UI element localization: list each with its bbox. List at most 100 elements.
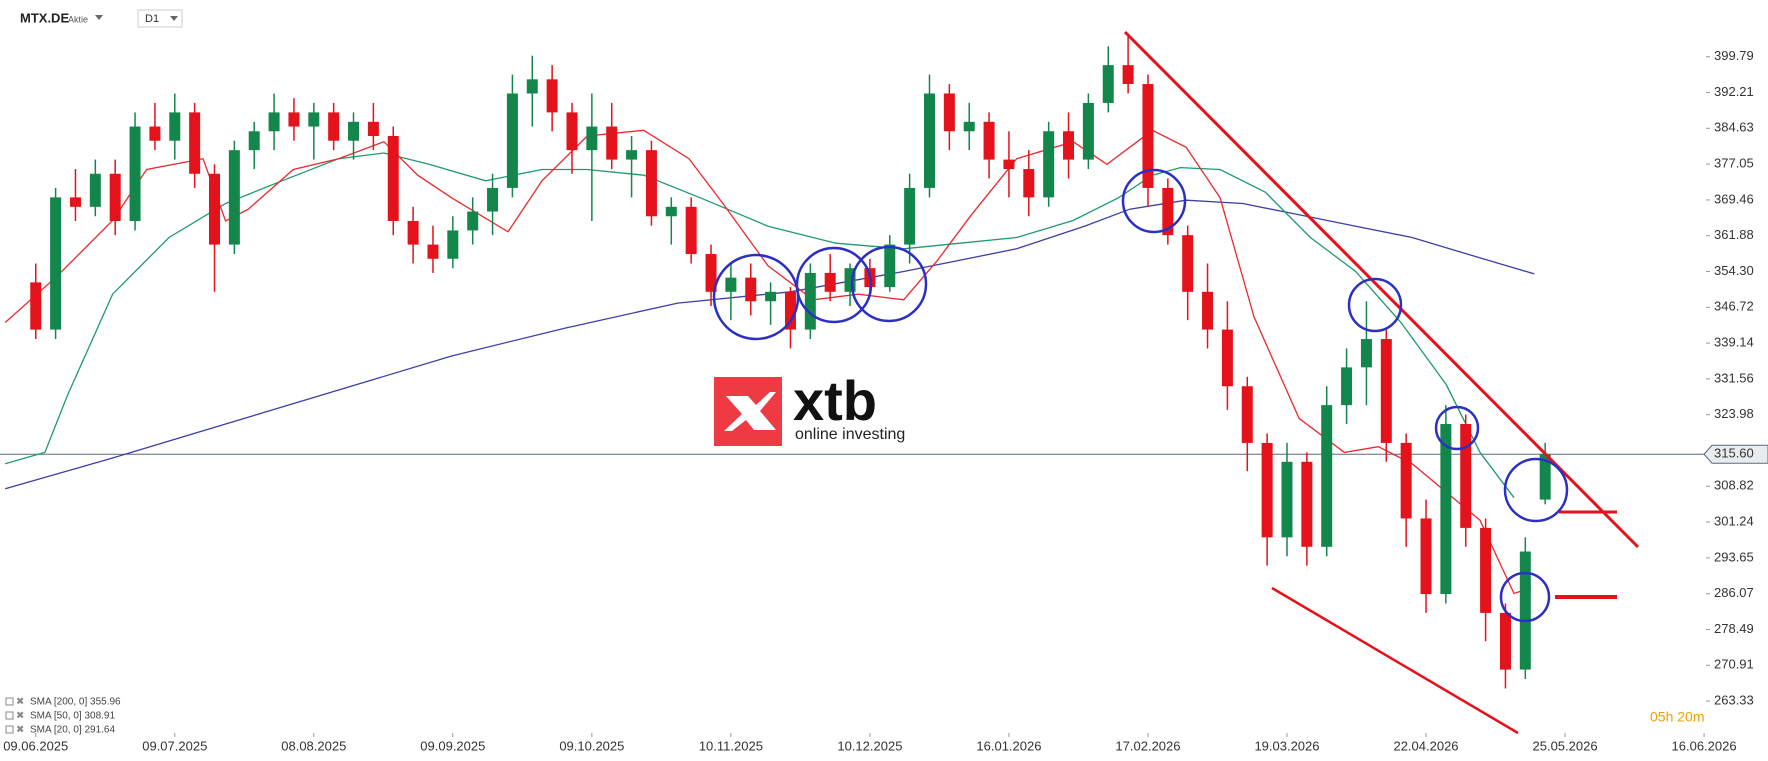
drawings bbox=[712, 30, 1640, 735]
candle-body bbox=[50, 197, 62, 330]
trend-line bbox=[1271, 586, 1519, 735]
y-tick-label: 323.98 bbox=[1714, 406, 1754, 421]
candle-body bbox=[1420, 518, 1432, 595]
candle-body bbox=[1063, 131, 1075, 160]
candle-body bbox=[506, 93, 518, 188]
legend-label: SMA [50, 0] 308.91 bbox=[30, 711, 115, 722]
x-tick-label: 22.04.2026 bbox=[1393, 738, 1458, 753]
candle-body bbox=[69, 197, 81, 207]
candle-body bbox=[149, 126, 161, 141]
candle-body bbox=[645, 150, 657, 217]
x-tick-label: 09.09.2025 bbox=[420, 738, 485, 753]
timeframe-select[interactable] bbox=[137, 9, 183, 28]
candle-body bbox=[447, 230, 459, 259]
candle-body bbox=[1480, 527, 1492, 613]
candle-body bbox=[725, 277, 737, 292]
candle-body bbox=[1162, 187, 1174, 236]
candle-body bbox=[268, 112, 280, 132]
y-tick-label: 286.07 bbox=[1714, 585, 1754, 600]
y-tick-label: 270.91 bbox=[1714, 657, 1754, 672]
symbol-dropdown[interactable] bbox=[95, 15, 103, 20]
candle-body bbox=[586, 126, 598, 151]
candle-body bbox=[387, 135, 399, 221]
candle-body bbox=[228, 150, 240, 245]
candle-body bbox=[467, 211, 479, 231]
candle-body bbox=[1460, 424, 1472, 528]
candle-body bbox=[665, 206, 677, 217]
highlight-circle bbox=[850, 245, 928, 323]
candle-body bbox=[546, 79, 558, 113]
y-tick-label: 293.65 bbox=[1714, 549, 1754, 564]
candle-body bbox=[784, 291, 796, 330]
candle-body bbox=[765, 291, 777, 302]
candle-body bbox=[407, 220, 419, 245]
candle-body bbox=[923, 93, 935, 188]
x-tick-label: 16.06.2026 bbox=[1672, 738, 1737, 753]
candle-body bbox=[1400, 442, 1412, 519]
candle-body bbox=[169, 112, 181, 141]
candle-body bbox=[348, 121, 360, 141]
y-tick-label: 263.33 bbox=[1714, 692, 1754, 707]
x-tick-label: 16.01.2026 bbox=[976, 738, 1041, 753]
y-tick-label: 369.46 bbox=[1714, 191, 1754, 206]
y-tick-label: 301.24 bbox=[1714, 513, 1754, 528]
candle-body bbox=[208, 173, 220, 245]
candle-body bbox=[943, 93, 955, 132]
symbol: MTX.DE bbox=[20, 10, 69, 25]
y-tick-label: 392.21 bbox=[1714, 84, 1754, 99]
instrument-type: Aktie bbox=[68, 14, 88, 24]
trend-line bbox=[1123, 30, 1640, 549]
logo-mark bbox=[724, 392, 776, 431]
candle-body bbox=[983, 121, 995, 160]
legend-label: SMA [200, 0] 355.96 bbox=[30, 697, 121, 708]
candle-body bbox=[1341, 367, 1353, 406]
candle-body bbox=[328, 112, 340, 141]
x-tick-label: 09.06.2025 bbox=[3, 738, 68, 753]
candle-body bbox=[606, 126, 618, 160]
candle-body bbox=[1360, 339, 1372, 368]
highlight-circle bbox=[1503, 457, 1569, 523]
candle-body bbox=[109, 173, 121, 221]
x-tick-label: 10.12.2025 bbox=[837, 738, 902, 753]
candle-body bbox=[1003, 159, 1015, 170]
candle-body bbox=[1301, 461, 1313, 547]
y-tick-label: 331.56 bbox=[1714, 370, 1754, 385]
candle-body bbox=[844, 268, 856, 292]
legend-icon bbox=[5, 725, 14, 734]
candle-body bbox=[685, 206, 697, 255]
y-tick-label: 377.05 bbox=[1714, 156, 1754, 171]
candle-body bbox=[1023, 169, 1035, 198]
x-tick-label: 10.11.2025 bbox=[699, 738, 763, 753]
candle-body bbox=[1380, 339, 1392, 443]
legend-icon bbox=[5, 711, 14, 720]
timeframe: D1 bbox=[145, 13, 159, 25]
candle-body bbox=[1281, 461, 1293, 538]
countdown: 05h 20m bbox=[1650, 709, 1704, 725]
timeframe-dropdown bbox=[170, 16, 178, 21]
plot-area: 399.79 392.21 384.63 377.05 369.46 361.88 354.… bbox=[0, 36, 1768, 753]
candle-body bbox=[526, 79, 538, 94]
candle-body bbox=[89, 173, 101, 207]
legend-label: SMA [20, 0] 291.64 bbox=[30, 725, 115, 736]
y-tick-label: 278.49 bbox=[1714, 621, 1754, 636]
candle-body bbox=[189, 112, 201, 174]
highlight-circle bbox=[1499, 571, 1551, 623]
candle-body bbox=[1122, 65, 1134, 85]
candle-body bbox=[1499, 612, 1511, 670]
candle-body bbox=[427, 244, 439, 259]
current-price-label: 315.60 bbox=[1714, 446, 1754, 461]
legend-close: ✖ bbox=[16, 697, 24, 708]
watermark: xtb online investing bbox=[714, 369, 905, 446]
candle-body bbox=[1142, 84, 1154, 188]
highlight-circle bbox=[1347, 277, 1403, 333]
tagline: online investing bbox=[795, 426, 905, 443]
candle-body bbox=[129, 126, 141, 221]
candle-body bbox=[1043, 131, 1055, 198]
candle-body bbox=[1102, 65, 1114, 103]
candle-body bbox=[745, 277, 757, 302]
y-tick-label: 361.88 bbox=[1714, 227, 1754, 242]
candle-body bbox=[367, 121, 379, 136]
sma-line bbox=[5, 199, 1535, 490]
x-tick-label: 17.02.2026 bbox=[1115, 738, 1180, 753]
